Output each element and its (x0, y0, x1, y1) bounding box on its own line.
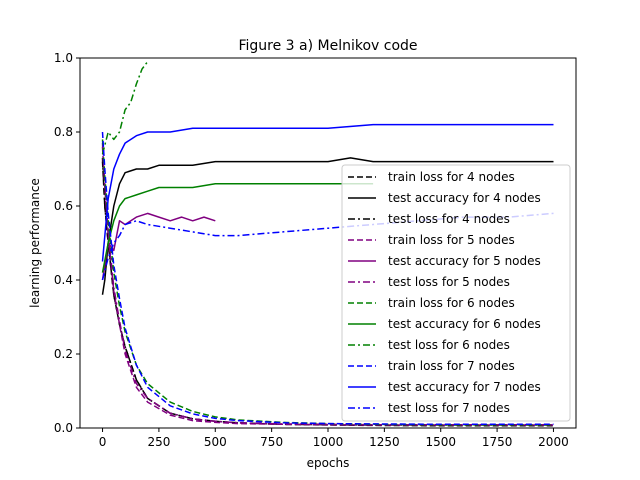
series-line-11 (101, 123, 554, 262)
legend-box (341, 164, 571, 422)
y-tick-label: 0.6 (54, 199, 73, 213)
legend-label: train loss for 6 nodes (388, 296, 515, 310)
x-tick-label: 500 (204, 435, 227, 449)
legend-label: train loss for 7 nodes (388, 359, 515, 373)
legend-label: test loss for 7 nodes (388, 401, 510, 415)
legend-label: test accuracy for 5 nodes (388, 254, 541, 268)
legend-label: test loss for 5 nodes (388, 275, 510, 289)
legend-label: test accuracy for 7 nodes (388, 380, 541, 394)
series-line-9 (101, 61, 149, 155)
series-line-5 (101, 212, 216, 281)
series-line-2 (101, 157, 554, 295)
x-tick-label: 1500 (425, 435, 456, 449)
x-tick-label: 2000 (538, 435, 569, 449)
legend: train loss for 4 nodes test accuracy for … (341, 164, 571, 422)
series-layer (101, 61, 554, 427)
y-tick-label: 0.4 (54, 273, 73, 287)
y-axis: 0.0 0.2 0.4 0.6 0.8 1.0 (54, 51, 80, 435)
y-tick-label: 0.0 (54, 421, 73, 435)
x-axis: 0 250 500 750 1000 1250 1500 1750 2000 (99, 428, 569, 449)
legend-label: test loss for 4 nodes (388, 212, 510, 226)
x-tick-label: 1000 (313, 435, 344, 449)
legend-label: test accuracy for 4 nodes (388, 191, 541, 205)
x-tick-label: 750 (260, 435, 283, 449)
legend-label: test accuracy for 6 nodes (388, 317, 541, 331)
x-tick-label: 0 (99, 435, 107, 449)
series-line-10 (101, 131, 554, 426)
y-tick-label: 0.2 (54, 347, 73, 361)
y-tick-label: 1.0 (54, 51, 73, 65)
x-tick-label: 1750 (482, 435, 513, 449)
legend-label: train loss for 5 nodes (388, 233, 515, 247)
x-tick-label: 250 (147, 435, 170, 449)
x-tick-label: 1250 (369, 435, 400, 449)
series-line-8 (101, 183, 374, 273)
y-axis-title: learning performance (28, 178, 42, 308)
x-axis-title: epochs (307, 456, 350, 470)
legend-label: train loss for 4 nodes (388, 170, 515, 184)
chart-title: Figure 3 a) Melnikov code (238, 38, 417, 54)
series-line-6 (101, 143, 554, 426)
legend-label: test loss for 6 nodes (388, 338, 510, 352)
y-tick-label: 0.8 (54, 125, 73, 139)
